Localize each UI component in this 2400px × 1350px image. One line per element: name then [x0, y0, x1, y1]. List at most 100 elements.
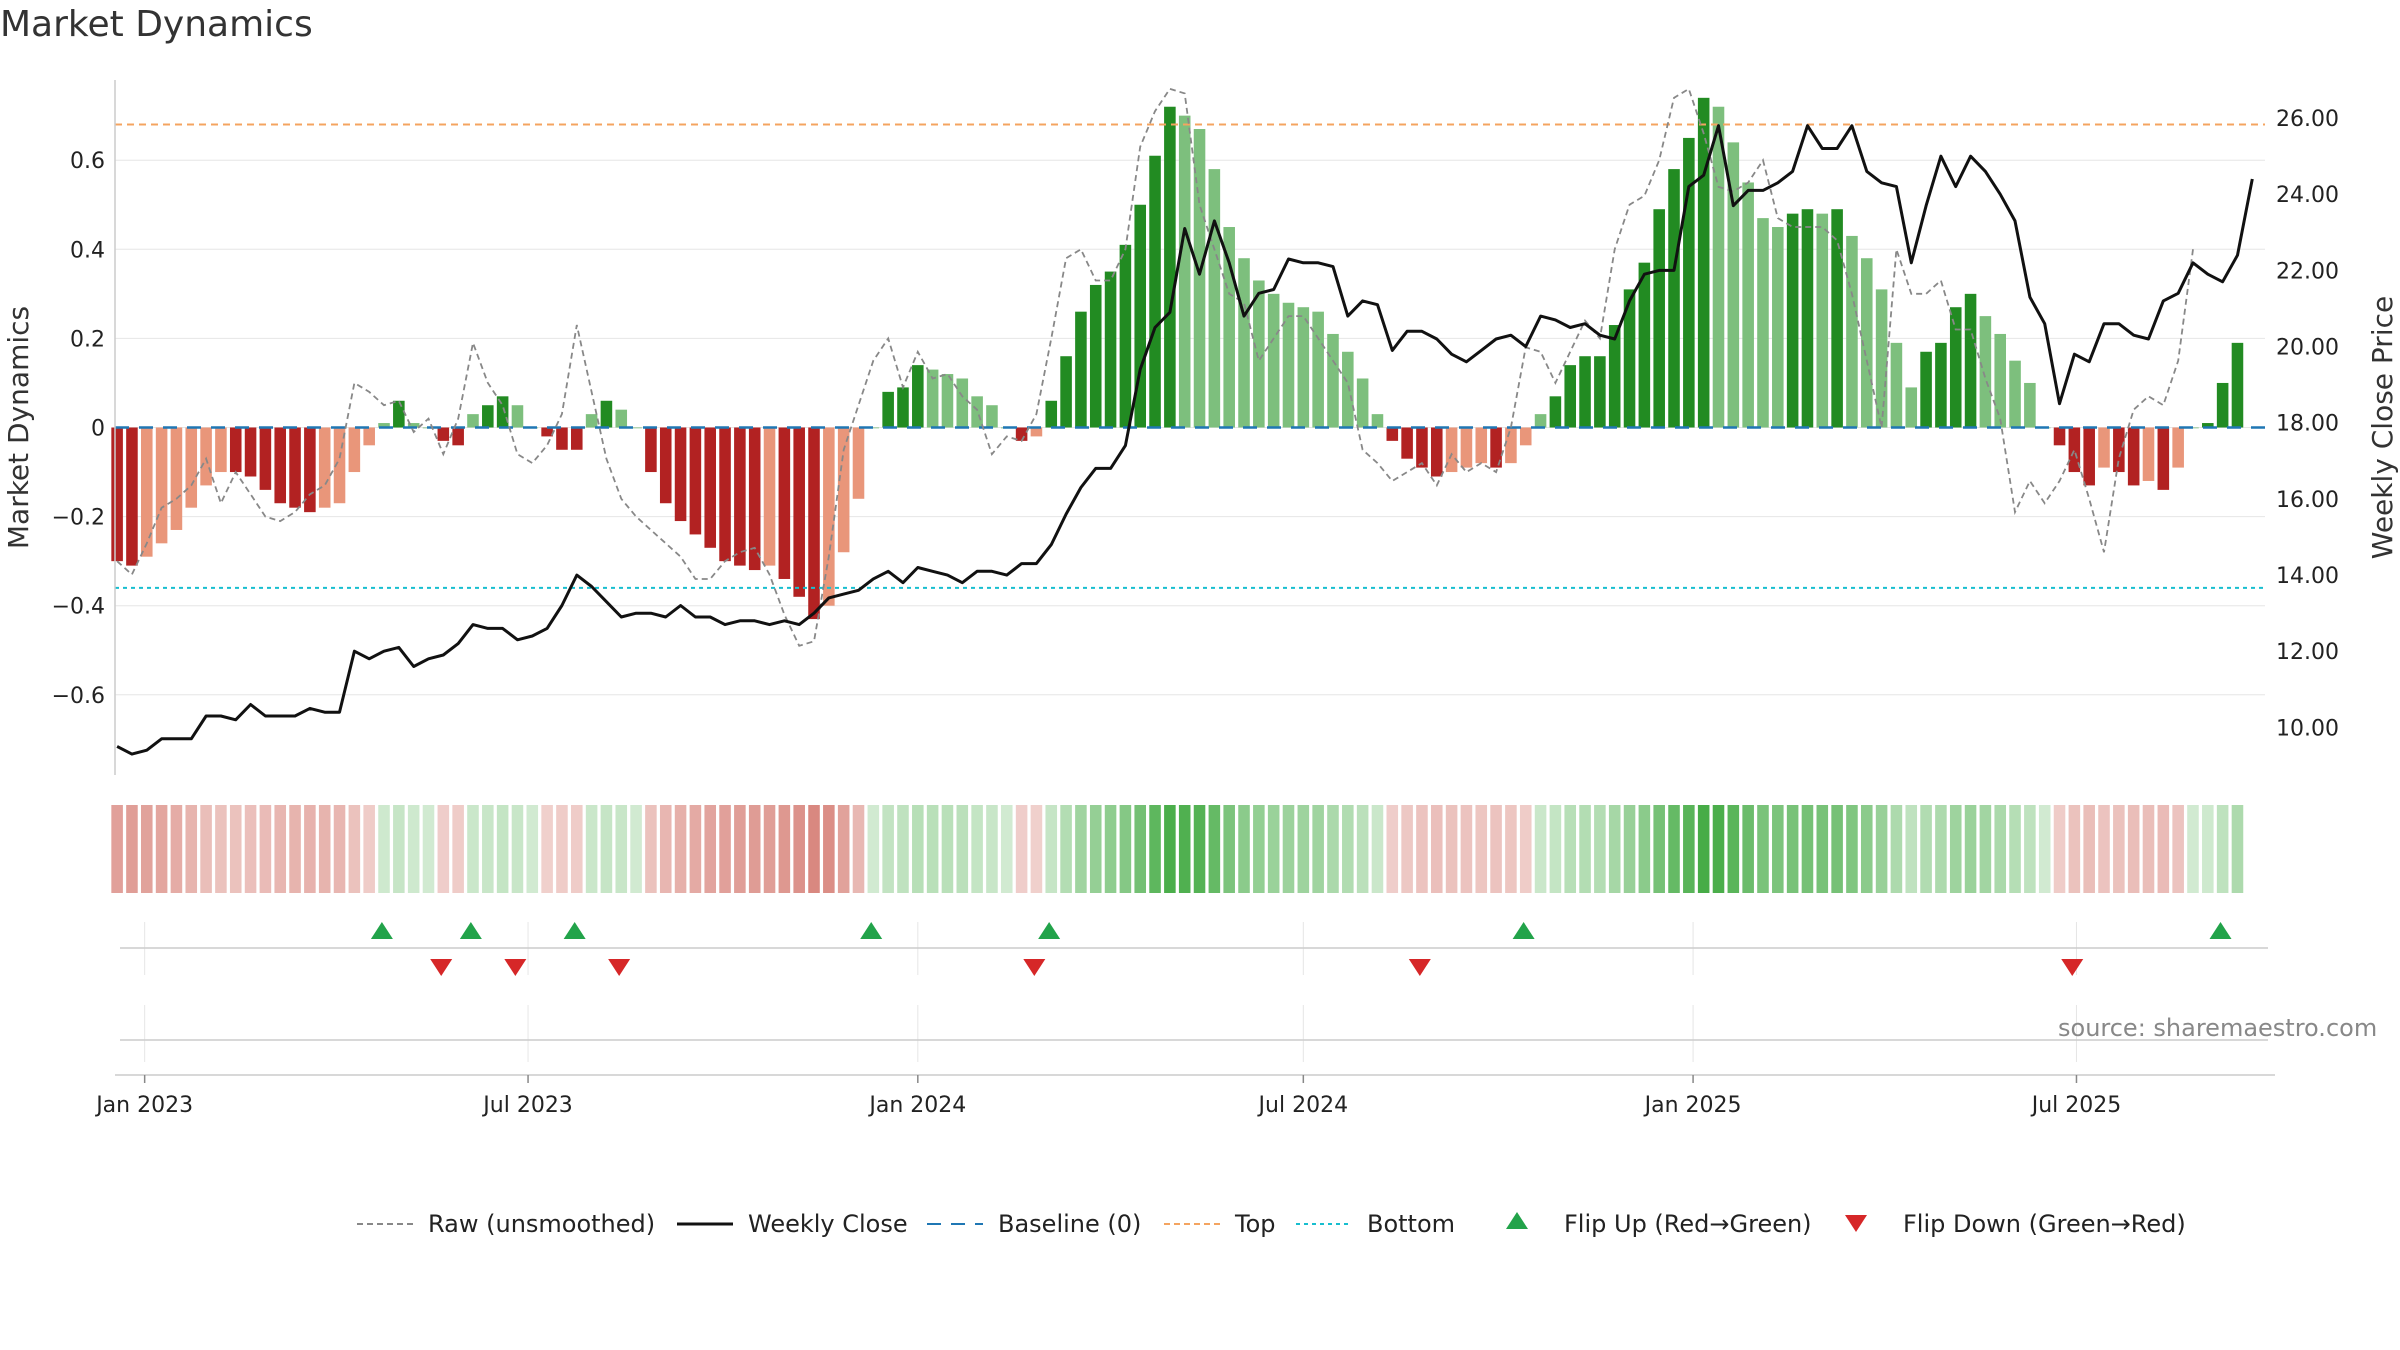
regime-cell: [1875, 805, 1888, 893]
legend: Raw (unsmoothed) Weekly Close Baseline (0)…: [357, 1210, 2186, 1238]
dynamics-bar: [393, 400, 405, 428]
regime-cell: [2024, 805, 2036, 893]
dynamics-bar: [912, 365, 924, 428]
regime-cell: [2009, 805, 2021, 893]
dynamics-bar: [1356, 378, 1369, 428]
right-axis-title: Weekly Close Price: [2366, 296, 2399, 559]
dynamics-bar: [1742, 182, 1754, 428]
dynamics-bar: [1697, 97, 1710, 428]
dynamics-bar: [1890, 342, 1903, 428]
regime-cell: [659, 805, 672, 893]
dynamics-bar: [704, 427, 717, 548]
regime-cell: [2157, 805, 2170, 893]
x-tick-label: Jul 2024: [1257, 1093, 1349, 1118]
dynamics-bar: [867, 427, 880, 429]
regime-cell: [1549, 805, 1562, 893]
legend-flip-up-icon: [1506, 1212, 1528, 1229]
regime-cell: [1223, 805, 1235, 893]
dynamics-bar: [1683, 137, 1695, 428]
dynamics-bar: [511, 405, 524, 428]
regime-cell: [1890, 805, 1903, 893]
regime-cell: [1060, 805, 1072, 893]
dynamics-bar: [467, 414, 479, 428]
dynamics-bar: [1860, 258, 1873, 428]
right-tick-label: 26.00: [2276, 107, 2339, 132]
dynamics-bar: [215, 427, 227, 473]
regime-cell: [689, 805, 702, 893]
regime-cell: [1772, 805, 1784, 893]
dynamics-bar: [348, 427, 361, 473]
dynamics-bar: [185, 427, 198, 508]
regime-cell: [1935, 805, 1947, 893]
regime-cell: [1460, 805, 1473, 893]
dynamics-bar: [630, 427, 642, 429]
regime-cell: [2038, 805, 2051, 893]
regime-cell: [1030, 805, 1043, 893]
dynamics-bar: [1712, 106, 1725, 428]
regime-cell: [1727, 805, 1740, 893]
regime-cell: [1905, 805, 1918, 893]
regime-cell: [2202, 805, 2214, 893]
regime-cell: [2142, 805, 2155, 893]
regime-cell: [1964, 805, 1977, 893]
regime-cell: [393, 805, 405, 893]
dynamics-bar: [2024, 382, 2036, 428]
regime-cell: [1238, 805, 1250, 893]
regime-cell: [215, 805, 227, 893]
dynamics-bar: [1979, 316, 1992, 428]
dynamics-bar: [482, 405, 494, 428]
dynamics-bar: [1193, 129, 1206, 428]
dynamics-bar: [1253, 280, 1265, 428]
regime-cell: [1490, 805, 1502, 893]
dynamics-bar: [971, 396, 983, 428]
regime-cell: [1846, 805, 1858, 893]
regime-cell: [1015, 805, 1028, 893]
regime-cell: [897, 805, 909, 893]
dynamics-bar: [926, 369, 939, 428]
left-axis-title: Market Dynamics: [2, 306, 35, 549]
dynamics-bar: [882, 391, 894, 428]
dynamics-bar: [897, 387, 909, 428]
dynamics-bar: [1475, 427, 1488, 464]
dynamics-bar: [1060, 356, 1072, 428]
line-series: [116, 87, 2254, 756]
dynamics-bar: [1416, 427, 1428, 468]
dynamics-bar: [1816, 213, 1829, 428]
dynamics-bar: [1119, 244, 1132, 428]
regime-cell: [956, 805, 969, 893]
regime-cell: [585, 805, 598, 893]
regime-cell: [126, 805, 138, 893]
dynamics-bar: [2009, 360, 2021, 428]
dynamics-bar: [1401, 427, 1413, 459]
regime-cell: [1801, 805, 1814, 893]
right-tick-label: 14.00: [2276, 564, 2339, 589]
dynamics-bar: [719, 427, 731, 562]
left-tick-label: 0: [91, 417, 105, 442]
left-tick-label: −0.6: [52, 684, 105, 709]
dynamics-bar: [1727, 142, 1740, 428]
dynamics-bar: [600, 400, 613, 428]
dynamics-bar: [1312, 311, 1324, 428]
regime-cell: [1757, 805, 1769, 893]
right-tick-label: 10.00: [2276, 716, 2339, 741]
regime-cell: [274, 805, 287, 893]
dynamics-bar: [1505, 427, 1517, 464]
flip-markers: [370, 922, 2232, 976]
dynamics-bar: [111, 427, 123, 562]
regime-cell: [1742, 805, 1754, 893]
right-tick-label: 22.00: [2276, 259, 2339, 284]
dynamics-bar: [2202, 423, 2214, 428]
dynamics-bar: [1342, 351, 1354, 428]
dynamics-bar: [244, 427, 257, 477]
regime-cell: [986, 805, 998, 893]
flip-down-marker: [504, 959, 527, 976]
dynamics-bar: [1801, 209, 1814, 428]
dynamics-bar: [1757, 218, 1769, 428]
regime-cell: [1653, 805, 1665, 893]
dynamics-bar: [1623, 289, 1636, 428]
regime-cell: [1430, 805, 1443, 893]
regime-cell: [541, 805, 553, 893]
dynamics-bar: [1282, 302, 1295, 428]
dynamics-bar: [1519, 427, 1532, 446]
dynamics-bar: [1772, 227, 1784, 428]
